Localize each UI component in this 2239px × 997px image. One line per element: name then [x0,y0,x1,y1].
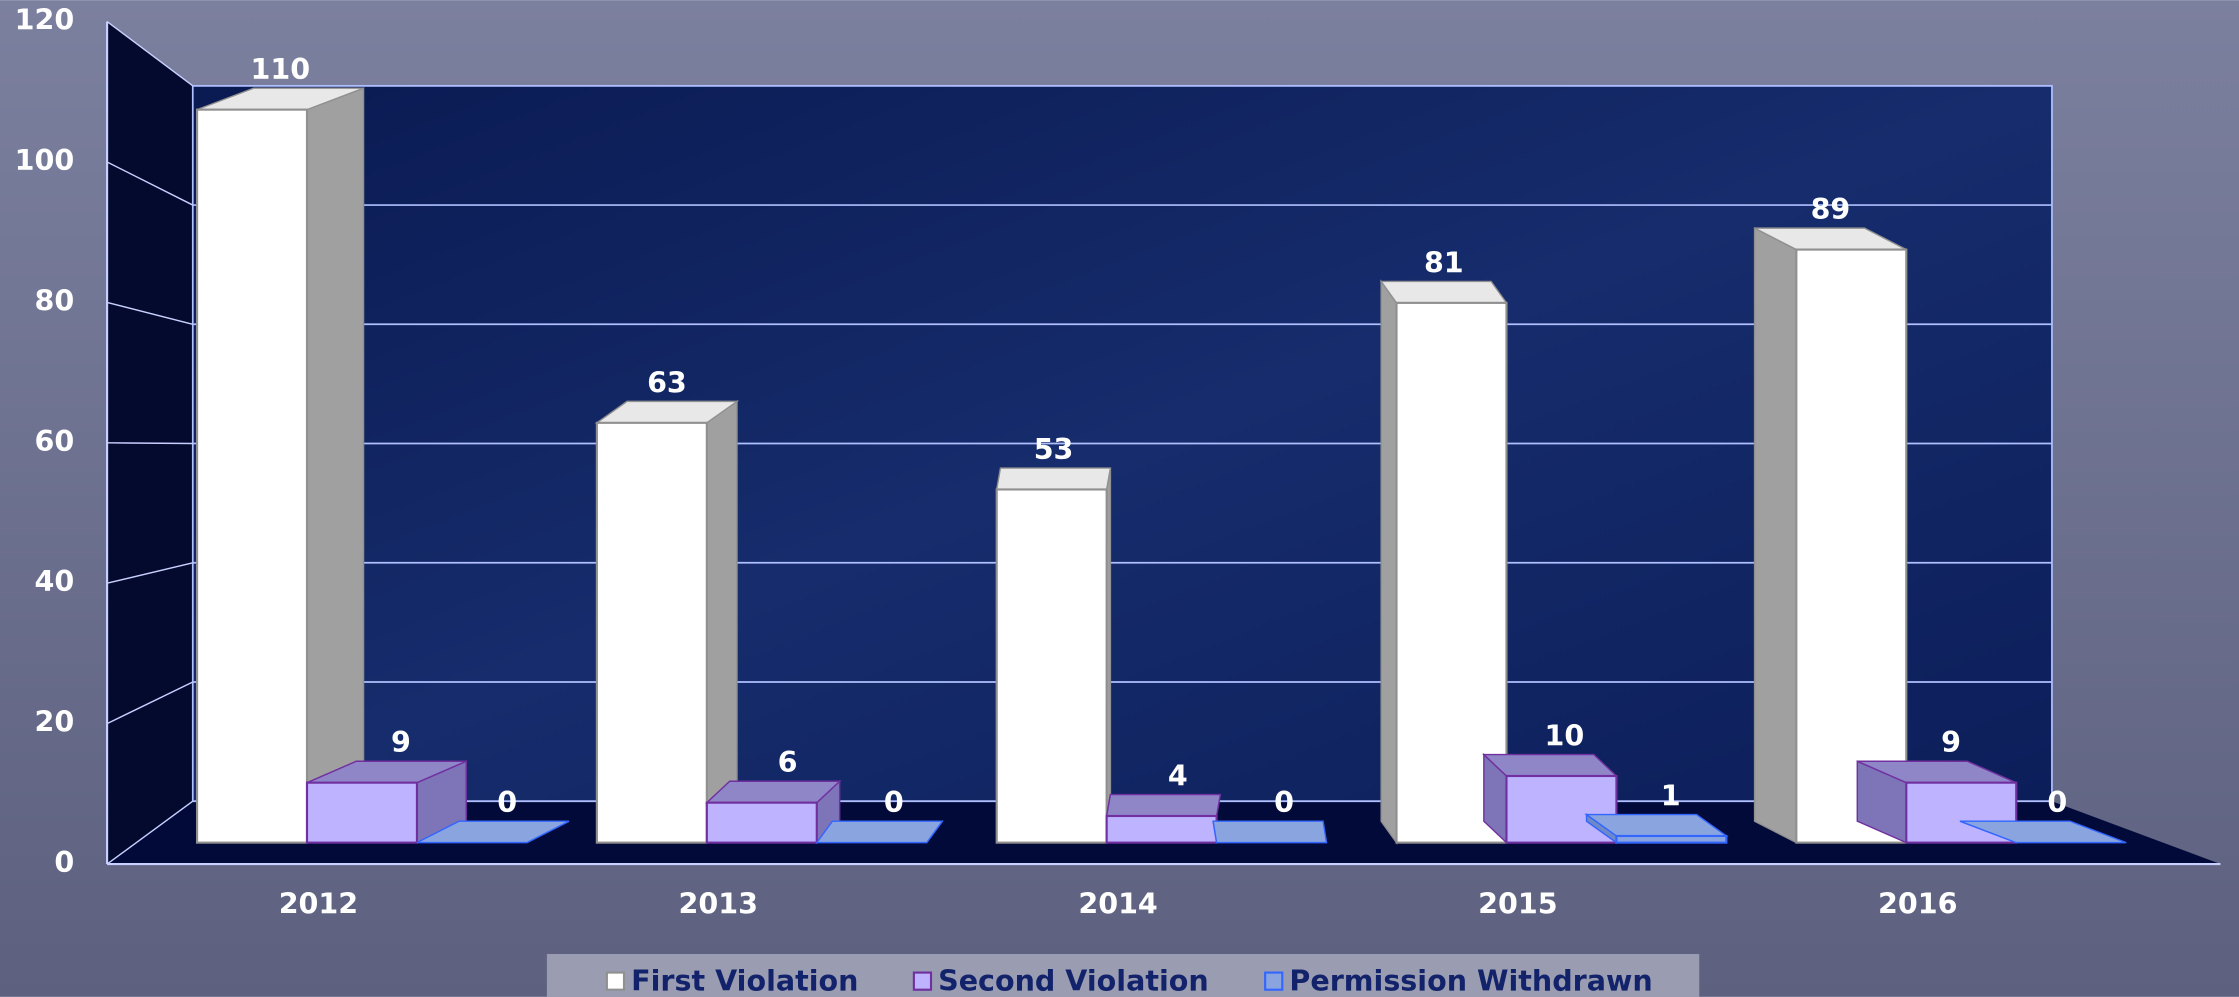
data-label: 9 [391,725,411,759]
tick-line [106,20,194,87]
tick-line [106,562,193,584]
bar-top [416,820,570,844]
y-tick-label: 120 [15,3,75,37]
data-label: 10 [1545,718,1585,752]
data-label: 0 [884,785,904,819]
x-tick-label: 2016 [1878,886,1957,920]
legend-label: Permission Withdrawn [1289,964,1652,997]
tick-line [106,301,193,325]
data-label: 0 [1274,785,1294,819]
y-tick-label: 40 [35,564,75,598]
legend-label: Second Violation [938,964,1209,997]
bar-side [706,400,738,845]
data-label: 0 [497,785,517,819]
legend-label: First Violation [631,964,858,997]
tick-line [107,442,193,445]
data-label: 110 [251,52,311,86]
bar-side [1753,226,1798,844]
bar [1795,248,1908,844]
bar-top [705,780,842,804]
data-label: 4 [1168,758,1188,792]
data-label: 53 [1034,432,1074,466]
data-label: 1 [1661,778,1681,812]
bar-top [815,820,944,844]
data-label: 89 [1811,192,1851,226]
x-tick-label: 2013 [679,886,758,920]
tick-line [106,161,194,206]
bar [1105,814,1218,844]
data-label: 81 [1424,245,1464,279]
bar [595,421,708,844]
bar [995,488,1108,844]
bar-top [1212,820,1328,844]
x-tick-label: 2014 [1078,886,1157,920]
bar [1505,774,1618,844]
legend-swatch [912,971,933,991]
data-label: 63 [647,365,687,399]
tick-line [106,681,194,725]
bar-top [995,467,1112,491]
legend-swatch [605,971,626,991]
bar-side [1380,279,1398,845]
y-tick-label: 20 [35,705,75,739]
bar [1615,834,1728,844]
y-tick-label: 60 [35,424,75,458]
y-tick-label: 80 [35,283,75,317]
y-tick-label: 0 [54,845,74,879]
data-label: 9 [1941,725,1961,759]
x-tick-label: 2015 [1478,886,1557,920]
bar-top [1959,820,2127,844]
y-tick-label: 100 [15,143,75,177]
legend [546,954,1700,997]
legend-swatch [1264,971,1284,991]
data-label: 6 [778,745,798,779]
bar-side [306,87,365,844]
x-tick-label: 2012 [279,886,358,920]
bar [195,108,309,844]
data-label: 0 [2047,785,2067,819]
bar-top [1482,753,1619,777]
tick-line [106,800,194,865]
bar [1395,301,1508,844]
bar-top [1105,793,1222,817]
bar [305,781,419,844]
bar [1905,781,2018,844]
bar-top [1379,280,1508,304]
bar [705,801,818,844]
